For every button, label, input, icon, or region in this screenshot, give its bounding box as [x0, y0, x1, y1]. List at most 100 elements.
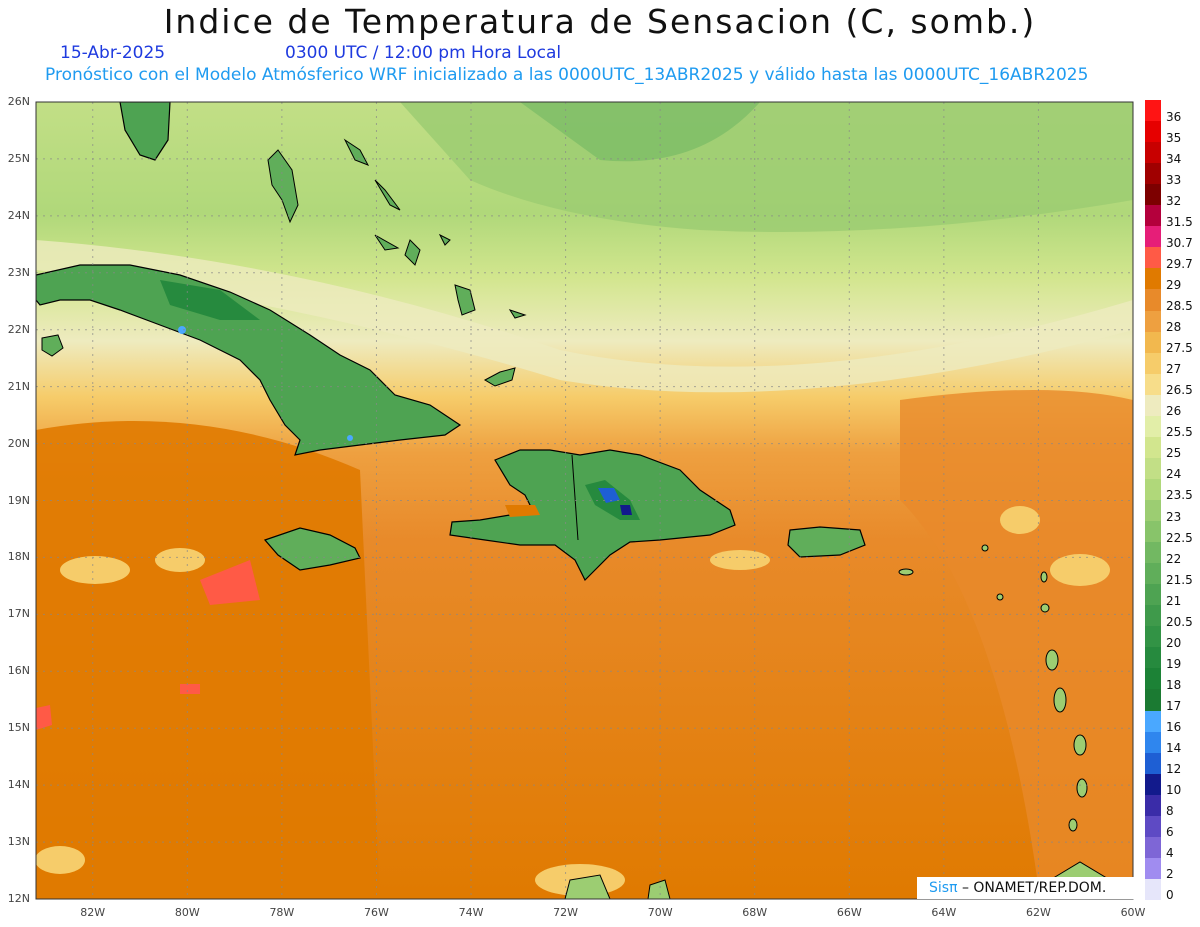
bahamas — [267, 138, 527, 387]
color-scale-swatch — [1145, 121, 1161, 143]
hot-spot-2 — [180, 684, 200, 694]
model-info: Pronóstico con el Modelo Atmósferico WRF… — [45, 65, 1089, 85]
color-scale-swatch — [1145, 794, 1161, 817]
cuba-highland — [160, 280, 260, 320]
jamaica — [263, 527, 361, 571]
south-coast-1 — [564, 874, 611, 899]
pale-band — [36, 240, 1133, 393]
color-scale-swatch — [1145, 500, 1161, 522]
puerto-rico — [787, 526, 866, 558]
color-scale-swatch — [1145, 457, 1161, 480]
color-scale-swatch — [1145, 710, 1161, 733]
forecast-time: 0300 UTC / 12:00 pm Hora Local — [285, 43, 562, 63]
color-scale-swatch — [1145, 478, 1161, 501]
color-scale-label: 6 — [1166, 825, 1174, 840]
color-scale-swatch — [1145, 310, 1161, 333]
cool-core — [520, 102, 760, 162]
color-scale-swatch — [1145, 563, 1161, 585]
color-scale-swatch — [1145, 668, 1161, 690]
color-scale-label: 20.5 — [1166, 614, 1193, 629]
color-scale-label: 36 — [1166, 109, 1182, 124]
color-scale-swatch — [1145, 542, 1161, 564]
gridlines — [36, 102, 1133, 899]
color-scale-swatch — [1145, 226, 1161, 248]
cuba-cool-spot-2 — [347, 435, 353, 441]
color-scale-label: 8 — [1166, 804, 1174, 819]
lon-label: 76W — [364, 906, 389, 919]
color-scale-swatch — [1145, 647, 1161, 669]
credit-text: – ONAMET/REP.DOM. — [957, 880, 1107, 896]
lon-label: 74W — [458, 906, 484, 919]
color-scale-label: 30.7 — [1166, 235, 1193, 250]
lat-label: 14N — [7, 778, 30, 792]
south-coast-2 — [647, 879, 671, 899]
lon-label: 68W — [742, 906, 768, 919]
color-scale-swatch — [1145, 394, 1161, 417]
color-scale-label: 12 — [1166, 762, 1182, 777]
color-scale-label: 14 — [1166, 741, 1182, 756]
color-scale-label: 18 — [1166, 677, 1182, 692]
color-scale-swatch — [1145, 521, 1161, 543]
color-scale-label: 29 — [1166, 277, 1182, 292]
lat-label: 19N — [7, 493, 30, 507]
forecast-date: 15-Abr-2025 — [60, 43, 166, 63]
color-scale-swatch — [1145, 857, 1161, 880]
lat-label: 25N — [7, 151, 30, 165]
color-scale-label: 32 — [1166, 193, 1182, 208]
lon-label: 72W — [553, 906, 579, 919]
warm-west — [36, 421, 380, 899]
lon-label: 80W — [174, 906, 200, 919]
color-scale-label: 35 — [1166, 130, 1182, 145]
credit-brand: Sisπ — [929, 880, 958, 896]
cold-core-2 — [620, 505, 632, 515]
color-scale-label: 21.5 — [1166, 572, 1193, 587]
lat-label: 13N — [7, 835, 30, 849]
haiti-dr-border — [571, 454, 579, 541]
color-scale-label: 26 — [1166, 404, 1182, 419]
lon-label: 64W — [931, 906, 957, 919]
color-scale-label: 19 — [1166, 656, 1182, 671]
hot-spot-3 — [36, 705, 52, 730]
color-scale-swatch — [1145, 352, 1161, 375]
lon-label: 78W — [269, 906, 295, 919]
lat-label: 21N — [7, 379, 30, 393]
color-scale-swatch — [1145, 773, 1161, 796]
color-scale-swatch — [1145, 815, 1161, 838]
lat-label: 20N — [7, 436, 30, 450]
lat-label: 24N — [7, 208, 30, 222]
color-scale-swatch — [1145, 836, 1161, 859]
color-scale-swatch — [1145, 100, 1161, 122]
color-scale-label: 16 — [1166, 720, 1182, 735]
hispaniola — [449, 449, 736, 582]
color-scale-label: 22 — [1166, 551, 1182, 566]
lon-label: 70W — [647, 906, 673, 919]
color-scale-swatch — [1145, 415, 1161, 438]
map-frame — [35, 101, 1134, 900]
color-scale-swatch — [1145, 331, 1161, 354]
color-scale-label: 24 — [1166, 467, 1182, 482]
color-scale-swatch — [1145, 205, 1161, 227]
color-scale-label: 10 — [1166, 783, 1182, 798]
color-scale-label: 22.5 — [1166, 530, 1193, 545]
color-scale — [1145, 100, 1161, 901]
color-scale-label: 17 — [1166, 699, 1182, 713]
color-scale-swatch — [1145, 436, 1161, 459]
color-scale-swatch — [1145, 142, 1161, 164]
color-scale-swatch — [1145, 689, 1161, 712]
color-scale-swatch — [1145, 878, 1161, 901]
color-scale-label: 20 — [1166, 635, 1182, 650]
gonave-gulf-warm — [505, 505, 540, 517]
lat-label: 17N — [7, 607, 30, 621]
lon-label: 66W — [836, 906, 862, 919]
lat-label: 18N — [7, 550, 30, 564]
lat-label: 23N — [7, 265, 30, 279]
color-scale-swatch — [1145, 584, 1161, 606]
color-scale-label: 23 — [1166, 509, 1182, 524]
color-scale-label: 28 — [1166, 320, 1182, 335]
color-scale-label: 28.5 — [1166, 299, 1193, 313]
color-scale-label: 33 — [1166, 172, 1182, 187]
color-scale-swatch — [1145, 752, 1161, 775]
color-scale-swatch — [1145, 184, 1161, 206]
color-scale-label: 25 — [1166, 446, 1182, 461]
